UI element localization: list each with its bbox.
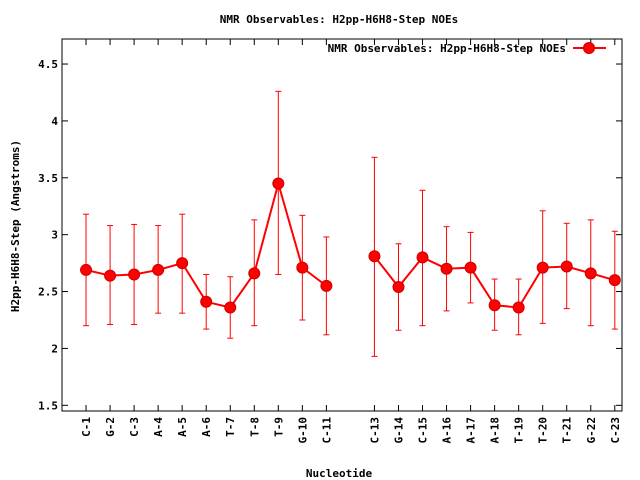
data-point: [128, 268, 141, 281]
y-axis-label: H2pp-H6H8-Step (Angstroms): [9, 140, 22, 312]
y-tick-label: 3.5: [38, 172, 58, 185]
x-tick-label: C-1: [80, 417, 93, 437]
data-point: [272, 177, 285, 190]
chart-title: NMR Observables: H2pp-H6H8-Step NOEs: [220, 13, 458, 26]
x-tick-label: G-10: [296, 417, 309, 444]
x-tick-label: A-5: [176, 417, 189, 437]
x-tick-label: T-19: [513, 417, 526, 444]
plot-frame: [61, 38, 623, 412]
x-tick-label: T-20: [537, 417, 550, 444]
x-tick-label: A-17: [465, 417, 478, 444]
data-point: [152, 263, 165, 276]
data-point: [464, 261, 477, 274]
data-point: [536, 261, 549, 274]
data-point: [512, 301, 525, 314]
data-point: [560, 260, 573, 273]
x-tick-label: G-2: [104, 417, 117, 437]
data-point: [296, 261, 309, 274]
legend-marker: [583, 42, 595, 54]
data-point: [176, 257, 189, 270]
x-tick-label: C-13: [368, 417, 381, 444]
x-axis-label: Nucleotide: [306, 467, 373, 480]
x-tick-label: G-14: [392, 417, 405, 444]
data-point: [608, 274, 621, 287]
x-tick-label: C-15: [417, 417, 430, 444]
data-point: [200, 295, 213, 308]
y-tick-label: 1.5: [38, 399, 58, 412]
x-tick-label: T-7: [224, 417, 237, 437]
x-tick-label: C-3: [128, 417, 141, 437]
y-tick-label: 4: [51, 115, 58, 128]
data-points: [80, 177, 621, 314]
x-tick-label: C-11: [320, 417, 333, 444]
y-tick-label: 4.5: [38, 58, 58, 71]
data-point: [416, 251, 429, 264]
x-tick-label: T-8: [248, 417, 261, 437]
x-tick-label: C-23: [609, 417, 622, 444]
series-lines: [85, 179, 616, 309]
x-tick-label: T-9: [272, 417, 285, 437]
x-axis-ticks: C-1 G-2 C-3 A-4 A-5 A-6 T-7 T-8 T-9 G-10 C-11 C-13 G…: [80, 39, 622, 444]
data-point: [248, 267, 261, 280]
x-tick-label: A-16: [441, 417, 454, 444]
x-tick-label: A-18: [489, 417, 502, 444]
data-point: [392, 281, 405, 293]
data-point: [440, 262, 453, 275]
data-point: [584, 267, 597, 280]
data-point: [104, 269, 117, 282]
x-tick-label: T-21: [561, 417, 574, 444]
data-point: [80, 263, 93, 276]
x-tick-label: A-6: [200, 417, 213, 437]
x-tick-label: G-22: [585, 417, 598, 444]
data-point: [488, 299, 501, 312]
x-tick-label: A-4: [152, 417, 165, 437]
data-point: [224, 301, 237, 314]
error-bars: [83, 90, 618, 357]
data-point: [368, 250, 381, 263]
legend-label: NMR Observables: H2pp-H6H8-Step NOEs: [328, 42, 566, 55]
y-tick-label: 2: [51, 342, 58, 355]
y-tick-label: 2.5: [38, 286, 58, 299]
y-tick-label: 3: [51, 229, 58, 242]
data-point: [320, 279, 333, 292]
y-axis-ticks: 1.5 2 2.5 3 3.5 4 4.5: [38, 58, 622, 412]
legend: NMR Observables: H2pp-H6H8-Step NOEs: [328, 42, 606, 55]
